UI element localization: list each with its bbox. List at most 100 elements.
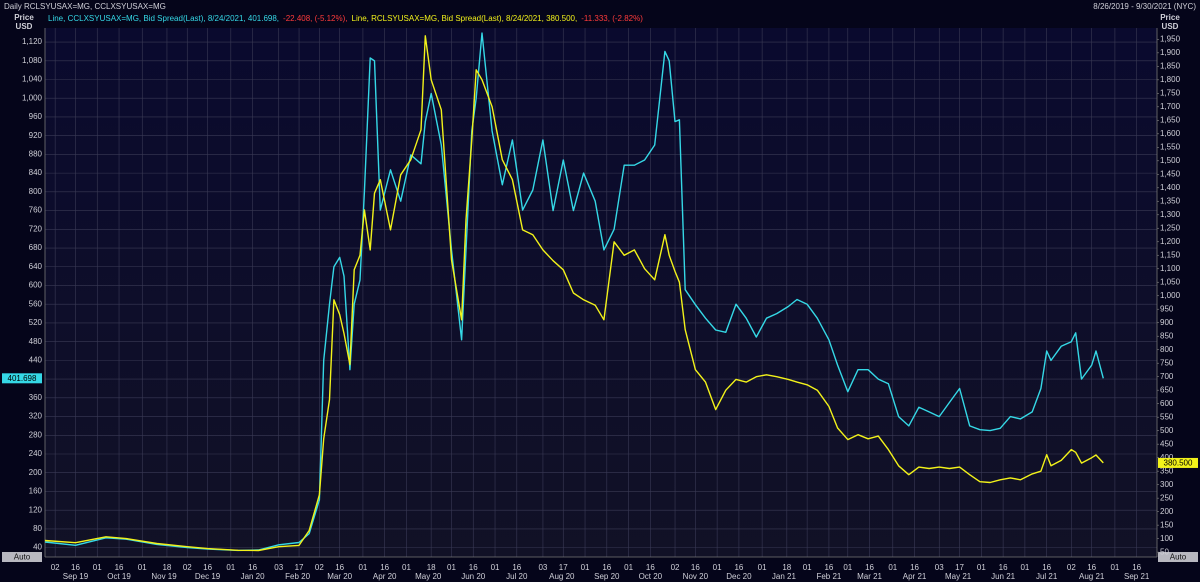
y2-axis-label: Price [1160, 13, 1180, 22]
x-month-label: May 20 [415, 572, 442, 581]
scale-button-label[interactable]: Auto [14, 553, 31, 562]
y-tick-label: 640 [29, 262, 43, 271]
x-tick-label: 16 [865, 563, 874, 572]
y2-tick-label: 1,600 [1160, 129, 1181, 138]
y-tick-label: 560 [29, 299, 43, 308]
y2-tick-label: 1,250 [1160, 223, 1181, 232]
y2-tick-label: 750 [1160, 358, 1174, 367]
x-tick-label: 16 [469, 563, 478, 572]
y2-tick-label: 1,850 [1160, 61, 1181, 70]
y2-tick-label: 600 [1160, 399, 1174, 408]
y2-tick-label: 1,150 [1160, 250, 1181, 259]
x-tick-label: 17 [559, 563, 568, 572]
y-tick-label: 920 [29, 131, 43, 140]
x-month-label: Dec 19 [195, 572, 221, 581]
x-month-label: Mar 21 [857, 572, 882, 581]
last-value-flag [1158, 457, 1198, 468]
y-axis-label: Price [14, 13, 34, 22]
y-tick-label: 40 [33, 543, 42, 552]
y-tick-label: 680 [29, 243, 43, 252]
x-tick-label: 16 [380, 563, 389, 572]
x-tick-label: 16 [71, 563, 80, 572]
x-month-label: Jul 20 [506, 572, 528, 581]
x-tick-label: 16 [602, 563, 611, 572]
x-tick-label: 16 [335, 563, 344, 572]
y2-tick-label: 350 [1160, 466, 1174, 475]
y2-tick-label: 700 [1160, 372, 1174, 381]
y2-tick-label: 200 [1160, 507, 1174, 516]
legend-entry: Line, RCLSYUSAX=MG, Bid Spread(Last), 8/… [352, 14, 578, 23]
y2-tick-label: 300 [1160, 480, 1174, 489]
y2-tick-label: 1,650 [1160, 115, 1181, 124]
y-tick-label: 960 [29, 112, 43, 121]
x-tick-label: 03 [274, 563, 283, 572]
x-tick-label: 16 [115, 563, 124, 572]
y-tick-label: 1,120 [22, 37, 43, 46]
x-tick-label: 02 [183, 563, 192, 572]
y-tick-label: 120 [29, 505, 43, 514]
y2-tick-label: 1,400 [1160, 183, 1181, 192]
x-month-label: Sep 19 [63, 572, 89, 581]
y2-tick-label: 950 [1160, 304, 1174, 313]
x-month-label: Sep 20 [594, 572, 620, 581]
y-tick-label: 480 [29, 337, 43, 346]
y2-tick-label: 1,700 [1160, 102, 1181, 111]
y2-tick-label: 500 [1160, 426, 1174, 435]
y2-tick-label: 450 [1160, 439, 1174, 448]
x-tick-label: 01 [93, 563, 102, 572]
x-tick-label: 16 [910, 563, 919, 572]
y-tick-label: 600 [29, 281, 43, 290]
x-tick-label: 01 [758, 563, 767, 572]
legend-change: -22.408, (-5.12%), [283, 14, 347, 23]
y2-tick-label: 900 [1160, 318, 1174, 327]
y-tick-label: 440 [29, 355, 43, 364]
y2-tick-label: 150 [1160, 520, 1174, 529]
last-value-label: 380.500 [1164, 459, 1193, 468]
y2-tick-label: 50 [1160, 547, 1169, 556]
line-series [44, 35, 1104, 552]
x-month-label: Nov 19 [151, 572, 177, 581]
x-tick-label: 02 [51, 563, 60, 572]
y-tick-label: 280 [29, 430, 43, 439]
plot-area [45, 28, 1157, 557]
y-tick-label: 240 [29, 449, 43, 458]
y-tick-label: 880 [29, 150, 43, 159]
x-tick-label: 03 [538, 563, 547, 572]
legend-change: -11.333, (-2.82%) [581, 14, 643, 23]
y2-tick-label: 1,100 [1160, 264, 1181, 273]
x-month-label: Jul 21 [1036, 572, 1058, 581]
x-tick-label: 18 [782, 563, 791, 572]
y2-tick-label: 1,200 [1160, 237, 1181, 246]
scale-button-label[interactable]: Auto [1170, 553, 1187, 562]
y2-tick-label: 1,550 [1160, 142, 1181, 151]
scale-button[interactable] [2, 552, 42, 562]
y2-tick-label: 800 [1160, 345, 1174, 354]
x-month-label: Feb 20 [285, 572, 310, 581]
x-month-label: Nov 20 [683, 572, 709, 581]
x-tick-label: 16 [512, 563, 521, 572]
y-tick-label: 800 [29, 187, 43, 196]
x-tick-label: 16 [1132, 563, 1141, 572]
x-tick-label: 01 [581, 563, 590, 572]
scale-button[interactable] [1158, 552, 1198, 562]
x-tick-label: 01 [977, 563, 986, 572]
x-tick-label: 01 [1110, 563, 1119, 572]
y2-tick-label: 400 [1160, 453, 1174, 462]
x-tick-label: 16 [691, 563, 700, 572]
x-tick-label: 16 [999, 563, 1008, 572]
y-tick-label: 1,080 [22, 56, 43, 65]
x-tick-label: 03 [935, 563, 944, 572]
x-tick-label: 16 [1087, 563, 1096, 572]
x-month-label: Sep 21 [1124, 572, 1150, 581]
legend-entry: Line, CCLXSYUSAX=MG, Bid Spread(Last), 8… [48, 14, 279, 23]
y2-tick-label: 1,300 [1160, 210, 1181, 219]
x-month-label: Dec 20 [726, 572, 752, 581]
x-tick-label: 01 [138, 563, 147, 572]
y2-tick-label: 1,350 [1160, 196, 1181, 205]
y2-tick-label: 1,900 [1160, 48, 1181, 57]
x-month-label: Aug 20 [549, 572, 575, 581]
y2-tick-label: 850 [1160, 331, 1174, 340]
y-tick-label: 720 [29, 224, 43, 233]
x-tick-label: 16 [248, 563, 257, 572]
x-month-label: Jan 21 [772, 572, 797, 581]
